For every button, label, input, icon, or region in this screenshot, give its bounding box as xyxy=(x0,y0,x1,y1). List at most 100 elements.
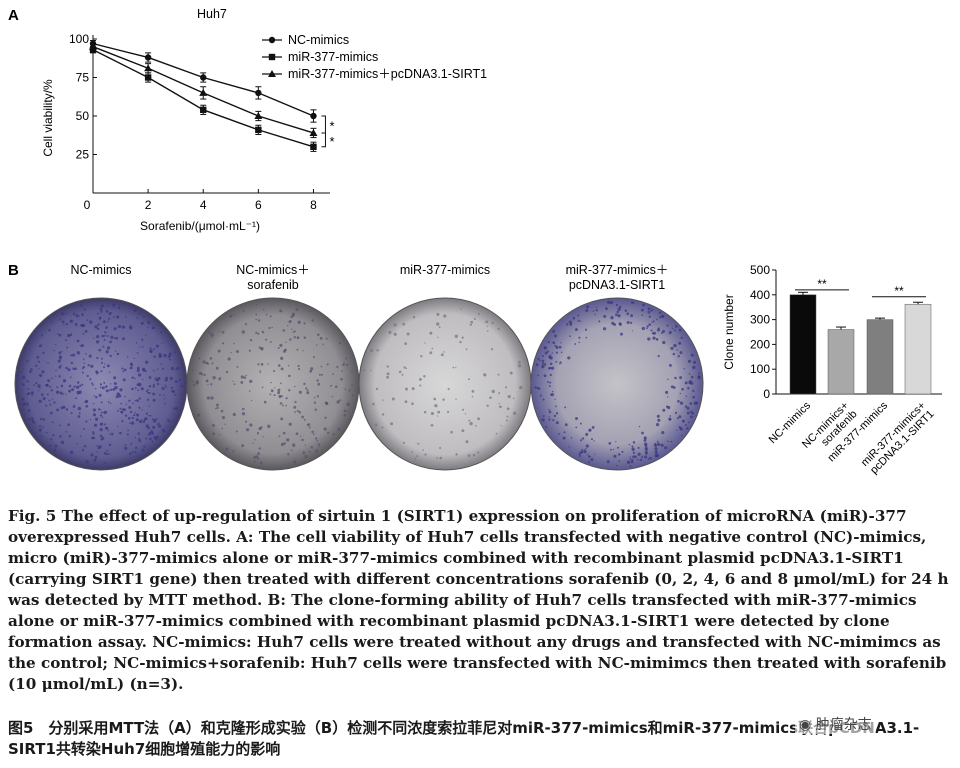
colony-dot xyxy=(337,427,341,431)
colony-dot xyxy=(280,356,284,360)
colony-dot xyxy=(224,423,226,425)
colony-dot xyxy=(148,384,152,388)
plate-2: NC-mimics＋sorafenib xyxy=(186,263,360,471)
colony-dot xyxy=(96,327,100,331)
colony-dot xyxy=(75,314,79,318)
colony-dot xyxy=(134,377,136,380)
colony-dot xyxy=(309,311,311,313)
colony-dot xyxy=(211,362,214,365)
colony-dot xyxy=(506,407,510,411)
colony-dot xyxy=(70,354,73,357)
colony-dot xyxy=(166,379,168,381)
colony-dot xyxy=(598,320,601,323)
colony-dot xyxy=(660,315,663,317)
colony-dot xyxy=(117,353,120,355)
colony-dot xyxy=(87,363,90,367)
colony-dot xyxy=(230,351,232,354)
colony-dot xyxy=(472,453,476,457)
colony-dot xyxy=(116,392,120,396)
colony-dot xyxy=(436,415,439,417)
colony-dot xyxy=(680,336,683,339)
colony-dot xyxy=(55,369,57,372)
colony-dot xyxy=(318,373,321,376)
colony-dot xyxy=(152,369,155,372)
colony-dot xyxy=(99,307,103,311)
colony-dot xyxy=(265,338,268,341)
colony-dot xyxy=(148,432,152,436)
colony-dot xyxy=(541,362,545,365)
colony-dot xyxy=(644,444,648,447)
colony-dot xyxy=(69,376,72,379)
colony-dot xyxy=(128,405,132,409)
colony-dot xyxy=(259,461,263,465)
colony-dot xyxy=(92,384,94,386)
colony-dot xyxy=(77,415,81,418)
colony-dot xyxy=(632,441,636,444)
colony-dot xyxy=(108,433,111,435)
colony-dot xyxy=(31,417,33,419)
colony-dot xyxy=(57,333,59,335)
colony-dot xyxy=(692,365,696,370)
plate-4: miR-377-mimics＋pcDNA3.1-SIRT1 xyxy=(530,263,704,471)
colony-dot xyxy=(78,305,80,307)
colony-dot xyxy=(158,352,162,356)
x-tick-label: 0 xyxy=(84,198,91,212)
colony-dot xyxy=(552,419,555,422)
colony-dot xyxy=(61,351,63,353)
colony-dot xyxy=(585,447,587,450)
colony-dot xyxy=(585,444,589,448)
colony-dot xyxy=(564,406,567,409)
colony-dot xyxy=(174,380,178,383)
colony-dot xyxy=(608,442,612,445)
colony-dot xyxy=(92,430,95,433)
colony-dot xyxy=(491,321,494,324)
colony-dot xyxy=(67,334,71,338)
colony-dot xyxy=(101,435,104,438)
colony-dot xyxy=(168,352,172,356)
colony-dot xyxy=(146,398,150,401)
colony-dot xyxy=(59,435,62,438)
colony-dot xyxy=(76,351,80,355)
colony-dot xyxy=(131,451,134,453)
colony-dot xyxy=(674,376,677,380)
colony-dot xyxy=(58,375,61,378)
colony-dot xyxy=(541,359,545,363)
colony-dot xyxy=(48,399,51,402)
colony-dot xyxy=(60,384,64,388)
significance-mark: * xyxy=(329,134,334,149)
colony-dot xyxy=(106,449,109,452)
colony-dot xyxy=(134,446,138,450)
colony-dot xyxy=(248,349,251,352)
colony-dot xyxy=(302,350,304,352)
colony-dot xyxy=(517,364,522,368)
colony-dot xyxy=(632,451,636,454)
colony-dot xyxy=(130,421,135,425)
colony-dot xyxy=(123,368,127,372)
colony-dot xyxy=(100,310,103,313)
colony-dot xyxy=(126,433,129,436)
colony-dot xyxy=(655,338,659,341)
colony-dot xyxy=(296,348,299,351)
colony-dot xyxy=(203,373,206,377)
colony-dot xyxy=(124,395,126,398)
colony-dot xyxy=(170,366,175,371)
colony-dot xyxy=(219,376,221,379)
colony-dot xyxy=(684,405,688,408)
colony-dot xyxy=(93,337,95,340)
colony-dot xyxy=(86,319,89,321)
colony-dot xyxy=(688,421,690,424)
colony-dot xyxy=(22,398,24,401)
colony-dot xyxy=(278,435,281,438)
colony-dot xyxy=(293,330,296,333)
colony-dot xyxy=(676,417,679,420)
colony-dot xyxy=(100,437,104,441)
colony-dot xyxy=(405,367,408,370)
colony-dot xyxy=(294,385,296,388)
colony-dot xyxy=(574,328,578,332)
colony-dot xyxy=(42,417,45,421)
colony-dot xyxy=(411,451,413,453)
colony-dot xyxy=(142,420,146,424)
colony-dot xyxy=(486,404,489,407)
colony-dot xyxy=(106,335,109,337)
bar xyxy=(789,294,817,395)
